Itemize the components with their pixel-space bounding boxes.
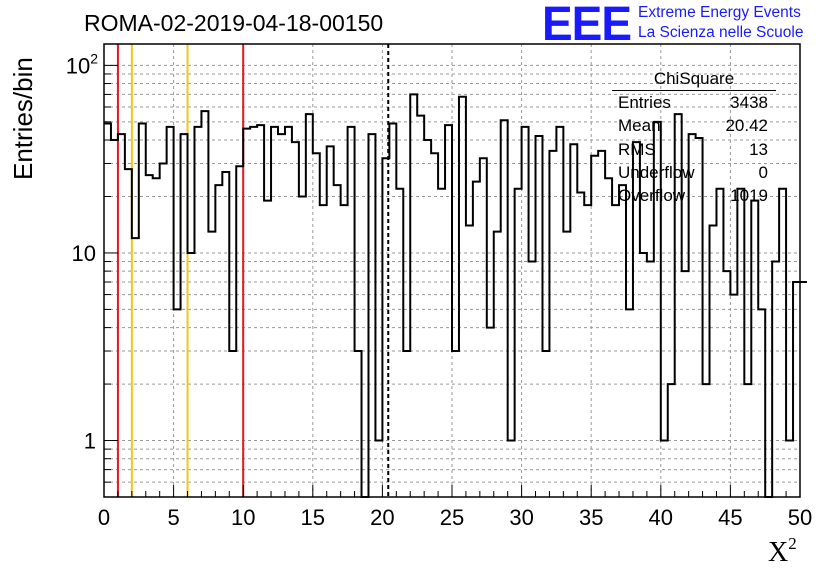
stats-value: 0 bbox=[758, 162, 768, 182]
stats-row: Mean 20.42 bbox=[612, 114, 776, 137]
x-axis-label: X2 bbox=[768, 534, 797, 568]
stats-value: 13 bbox=[749, 139, 768, 159]
x-tick-label: 20 bbox=[370, 505, 394, 530]
stats-label: Overflow bbox=[618, 186, 686, 206]
stats-value: 3438 bbox=[730, 93, 768, 112]
stats-label: Entries bbox=[618, 93, 671, 112]
x-tick-label: 30 bbox=[509, 505, 533, 530]
stats-label: Underflow bbox=[618, 162, 695, 182]
stats-value: 1019 bbox=[730, 186, 768, 206]
stats-label: Mean bbox=[618, 116, 661, 136]
stats-label: RMS bbox=[618, 139, 656, 159]
logo-line-1: Extreme Energy Events bbox=[638, 4, 801, 21]
axis-tick-labels: 0 5 10 15 20 25 30 35 40 45 50 1 10 102 bbox=[66, 50, 813, 530]
x-tick-label: 25 bbox=[440, 505, 464, 530]
x-tick-label: 40 bbox=[649, 505, 673, 530]
x-tick-label: 45 bbox=[718, 505, 742, 530]
stats-row: RMS 13 bbox=[612, 138, 776, 161]
stats-title: ChiSquare bbox=[612, 68, 776, 91]
stats-row: Entries 3438 bbox=[612, 91, 776, 114]
stats-box: ChiSquare Entries 3438 Mean 20.42 RMS 13… bbox=[612, 68, 776, 207]
x-tick-label: 35 bbox=[579, 505, 603, 530]
x-tick-label: 0 bbox=[98, 505, 110, 530]
y-tick-label: 102 bbox=[66, 50, 98, 78]
logo-line-2: La Scienza nelle Scuole bbox=[638, 24, 804, 41]
stats-value: 20.42 bbox=[725, 116, 768, 136]
marker-lines bbox=[116, 44, 390, 497]
x-tick-label: 5 bbox=[167, 505, 179, 530]
x-tick-label: 15 bbox=[301, 505, 325, 530]
stats-row: Overflow 1019 bbox=[612, 184, 776, 207]
plot-title: ROMA-02-2019-04-18-00150 bbox=[84, 10, 384, 36]
y-axis-label: Entries/bin bbox=[8, 57, 38, 180]
eee-logo: EEE bbox=[542, 0, 632, 51]
x-tick-label: 50 bbox=[788, 505, 812, 530]
y-tick-label: 1 bbox=[84, 429, 96, 454]
stats-row: Underflow 0 bbox=[612, 161, 776, 184]
y-tick-label: 10 bbox=[72, 241, 96, 266]
x-tick-label: 10 bbox=[231, 505, 255, 530]
histogram-outline bbox=[104, 93, 807, 498]
axis-ticks bbox=[103, 64, 801, 498]
